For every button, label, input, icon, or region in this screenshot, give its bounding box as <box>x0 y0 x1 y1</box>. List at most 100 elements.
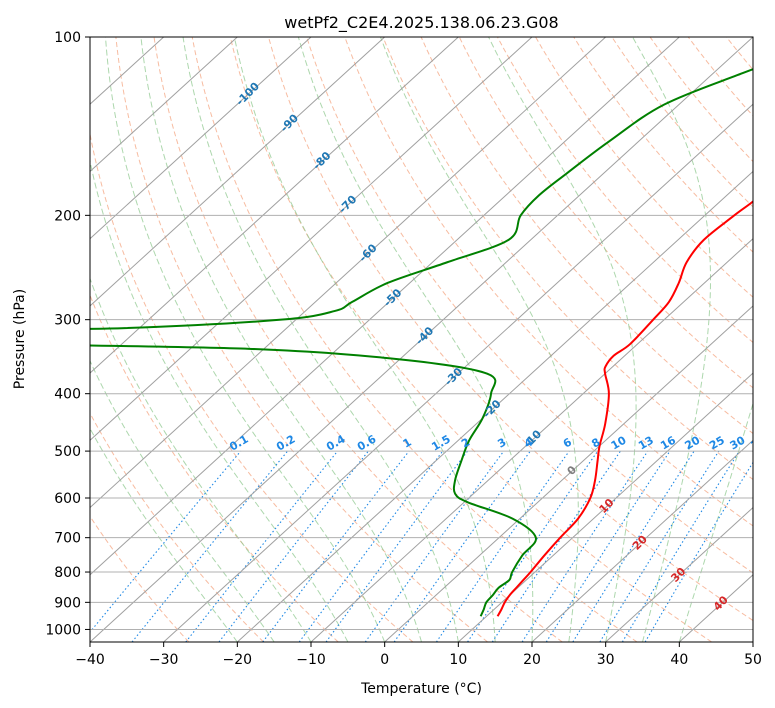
moist-adiabat <box>678 401 753 642</box>
y-tick-label: 400 <box>54 387 81 403</box>
mixing-ratio-line <box>298 450 444 642</box>
isotherm-line <box>752 641 753 642</box>
moist-adiabat <box>233 37 496 642</box>
x-tick-label: −40 <box>75 652 105 668</box>
dry-adiabat <box>535 37 753 298</box>
moist-adiabat <box>488 37 637 642</box>
mixing-ratio-line <box>545 450 671 642</box>
mixing-ratio-line <box>131 450 289 642</box>
dewpoint-line <box>90 68 753 617</box>
mixing-ratio-label: 36 <box>748 433 768 452</box>
moist-adiabat <box>90 359 275 642</box>
y-tick-label: 700 <box>54 531 81 547</box>
x-tick-label: 10 <box>449 652 467 668</box>
dry-adiabat <box>649 37 753 163</box>
x-tick-label: 0 <box>380 652 389 668</box>
y-tick-label: 1000 <box>45 622 81 638</box>
mixing-ratio-line <box>521 450 649 642</box>
mixing-ratio-label: 16 <box>658 433 678 452</box>
isotherm-line <box>90 37 312 240</box>
isotherm-line <box>90 37 753 642</box>
y-axis-ticks: 100 200 300 400 500 600 700 800 900 1000 <box>45 30 90 638</box>
mixing-ratio-line <box>572 450 695 642</box>
mixing-ratio-line <box>262 450 410 642</box>
mixing-ratio-line <box>90 450 242 633</box>
isotherm-line <box>236 170 753 642</box>
dry-adiabat <box>496 37 753 344</box>
dry-adiabat <box>153 37 563 642</box>
moist-adiabat <box>104 37 386 642</box>
isotherm-line <box>457 372 753 642</box>
mixing-ratio-label: 25 <box>707 434 727 453</box>
dry-adiabat <box>687 37 753 117</box>
y-tick-label: 100 <box>54 30 81 46</box>
dry-adiabat <box>725 37 753 71</box>
dry-adiabat <box>191 37 638 642</box>
moist-adiabat <box>90 158 349 642</box>
mixing-ratio-line <box>599 450 720 642</box>
mixing-ratio-lines <box>90 450 753 642</box>
mixing-ratio-label: 13 <box>636 434 656 453</box>
mixing-ratio-label: 0.1 <box>227 433 250 454</box>
dry-adiabat <box>90 412 264 642</box>
mixing-ratio-line <box>185 450 338 642</box>
x-tick-label: −10 <box>296 652 326 668</box>
dry-adiabat <box>268 37 753 622</box>
x-tick-label: 50 <box>744 652 762 668</box>
dry-adiabat <box>90 131 414 642</box>
isotherm-line <box>531 439 753 642</box>
mixing-ratio-line <box>621 450 740 642</box>
y-tick-label: 200 <box>54 208 81 224</box>
y-tick-label: 300 <box>54 313 81 329</box>
y-tick-label: 900 <box>54 595 81 611</box>
mixing-ratio-label: 0.4 <box>324 432 348 453</box>
isotherm-line <box>90 37 238 173</box>
mixing-ratio-line <box>491 450 621 642</box>
dry-adiabat <box>90 515 190 642</box>
x-tick-label: −20 <box>223 652 253 668</box>
chart-title: wetPf2_C2E4.2025.138.06.23.G08 <box>284 13 558 33</box>
isotherms <box>90 37 753 642</box>
isotherm-line <box>310 237 753 642</box>
x-tick-label: 40 <box>670 652 688 668</box>
dry-adiabat <box>573 37 753 253</box>
pressure-gridlines <box>90 37 753 630</box>
mixing-ratio-line <box>364 450 505 642</box>
dry-adiabat <box>765 37 775 642</box>
isotherm-line <box>90 37 533 442</box>
dry-adiabat <box>344 37 753 527</box>
mixing-ratio-line <box>435 450 570 642</box>
isotherm-line <box>163 103 753 642</box>
isotherm-label: -100 <box>233 79 262 108</box>
temperature-line <box>496 200 753 617</box>
mixing-ratio-label: 6 <box>561 435 574 450</box>
mixing-ratio-label: 10 <box>609 433 629 452</box>
x-axis-ticks: −40 −30 −20 −10 0 10 20 30 40 50 <box>75 642 762 668</box>
y-axis-title: Pressure (hPa) <box>12 289 28 389</box>
isotherm-line <box>384 305 753 642</box>
x-axis-title: Temperature (°C) <box>360 681 482 697</box>
isotherm-line <box>90 37 386 307</box>
dry-adiabat <box>420 37 753 435</box>
plot-frame <box>89 36 754 643</box>
y-tick-label: 500 <box>54 444 81 460</box>
isotherm-line <box>90 37 607 509</box>
dry-adiabat <box>115 37 488 642</box>
mixing-ratio-label: 0.2 <box>274 433 297 454</box>
moist-adiabat <box>380 37 579 642</box>
moist-adiabats <box>90 37 753 642</box>
x-tick-label: 20 <box>523 652 541 668</box>
profile-series <box>90 68 753 617</box>
mixing-ratio-label: 20 <box>682 433 702 452</box>
isotherm-line <box>605 506 753 642</box>
x-tick-label: 30 <box>597 652 615 668</box>
y-tick-label: 800 <box>54 565 81 581</box>
mixing-ratio-label: 0.6 <box>355 432 379 453</box>
mixing-ratio-label: 1 <box>401 436 414 451</box>
isotherm-line <box>90 37 680 576</box>
y-tick-label: 600 <box>54 491 81 507</box>
moist-adiabat <box>297 37 534 642</box>
moist-adiabat <box>140 37 422 642</box>
